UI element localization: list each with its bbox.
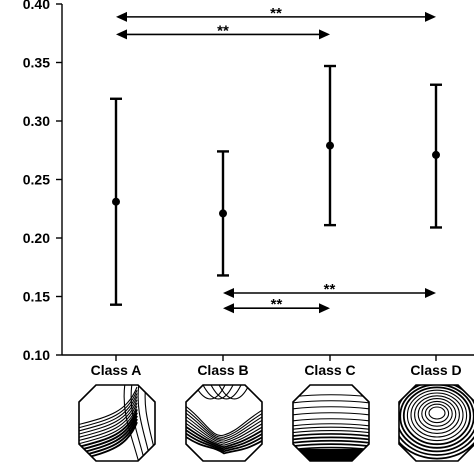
arrowhead-right xyxy=(319,29,330,40)
category-labels: Class A Class B Class C Class D xyxy=(91,355,462,378)
significance-label: ** xyxy=(270,5,282,22)
x-tick-label: Class B xyxy=(197,362,248,378)
arrowhead-right xyxy=(319,303,330,314)
significance-label: ** xyxy=(217,22,229,39)
contour-map-icon xyxy=(78,384,156,462)
mean-point xyxy=(326,141,334,150)
arrowhead-left xyxy=(223,303,234,314)
y-tick-label: 0.25 xyxy=(23,172,50,188)
y-tick-label: 0.30 xyxy=(23,113,50,129)
arrowhead-right xyxy=(425,11,436,22)
arrowhead-left xyxy=(223,287,234,298)
mean-point xyxy=(112,197,120,206)
arrowhead-left xyxy=(116,11,127,22)
arrowhead-right xyxy=(425,287,436,298)
significance-brackets: ** ** ** ** xyxy=(116,5,436,314)
contour-map-icon xyxy=(398,384,474,462)
significance-label: ** xyxy=(271,296,283,313)
contour-map-icon xyxy=(185,384,263,462)
mean-point xyxy=(432,150,440,159)
y-tick-label: 0.15 xyxy=(23,289,50,305)
contour-map-icon xyxy=(292,384,370,462)
x-tick-label: Class C xyxy=(304,362,355,378)
x-tick-label: Class D xyxy=(410,362,461,378)
y-tick-label: 0.40 xyxy=(23,0,50,12)
y-ticks: 0.10 0.15 0.20 0.25 0.30 0.35 0.40 xyxy=(23,0,62,363)
y-tick-label: 0.20 xyxy=(23,230,50,246)
x-tick-label: Class A xyxy=(91,362,142,378)
y-tick-label: 0.10 xyxy=(23,347,50,363)
arrowhead-left xyxy=(116,29,127,40)
category-icons xyxy=(78,384,474,462)
mean-point xyxy=(219,209,227,218)
y-tick-label: 0.35 xyxy=(23,55,50,71)
error-bars xyxy=(110,64,442,306)
significance-label: ** xyxy=(324,281,336,298)
